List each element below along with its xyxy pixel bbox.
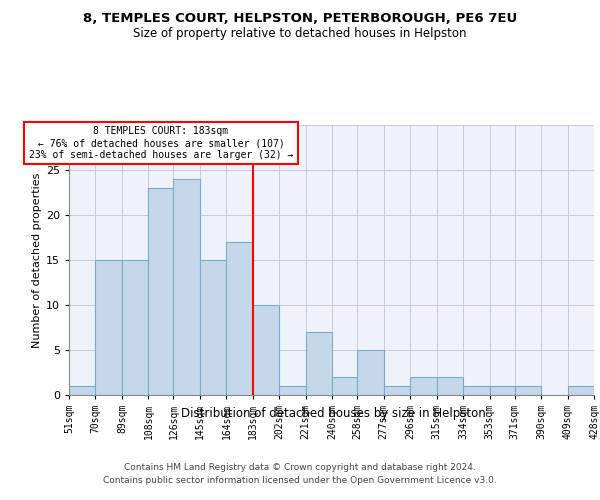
Bar <box>437 377 463 395</box>
Bar <box>226 242 253 395</box>
Text: Contains HM Land Registry data © Crown copyright and database right 2024.: Contains HM Land Registry data © Crown c… <box>124 462 476 471</box>
Bar <box>490 386 515 395</box>
Text: Distribution of detached houses by size in Helpston: Distribution of detached houses by size … <box>181 408 485 420</box>
Bar <box>332 377 357 395</box>
Bar <box>410 377 437 395</box>
Y-axis label: Number of detached properties: Number of detached properties <box>32 172 41 348</box>
Text: 8 TEMPLES COURT: 183sqm
← 76% of detached houses are smaller (107)
23% of semi-d: 8 TEMPLES COURT: 183sqm ← 76% of detache… <box>29 126 293 160</box>
Bar <box>173 179 200 395</box>
Bar <box>253 305 279 395</box>
Text: 8, TEMPLES COURT, HELPSTON, PETERBOROUGH, PE6 7EU: 8, TEMPLES COURT, HELPSTON, PETERBOROUGH… <box>83 12 517 26</box>
Bar <box>384 386 410 395</box>
Bar <box>463 386 490 395</box>
Bar <box>69 386 95 395</box>
Bar <box>200 260 226 395</box>
Bar <box>568 386 594 395</box>
Bar <box>148 188 173 395</box>
Text: Contains public sector information licensed under the Open Government Licence v3: Contains public sector information licen… <box>103 476 497 485</box>
Text: Size of property relative to detached houses in Helpston: Size of property relative to detached ho… <box>133 28 467 40</box>
Bar <box>306 332 332 395</box>
Bar <box>357 350 384 395</box>
Bar <box>122 260 148 395</box>
Bar <box>279 386 306 395</box>
Bar <box>515 386 541 395</box>
Bar <box>95 260 122 395</box>
